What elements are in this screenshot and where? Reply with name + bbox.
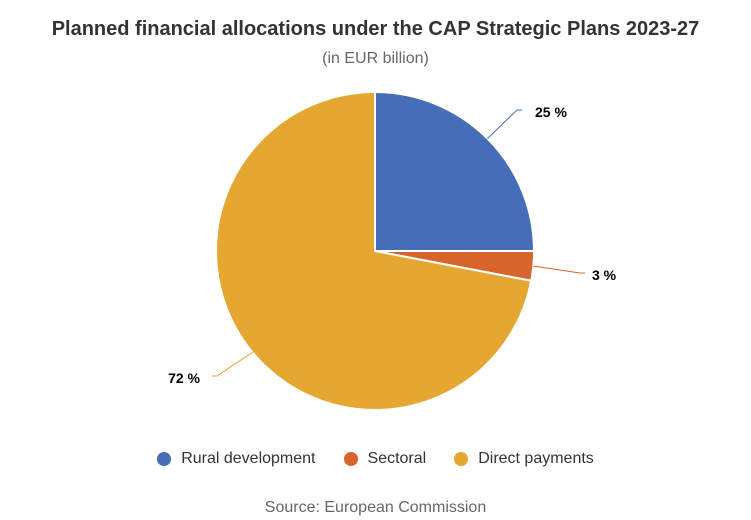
legend-rural-development-icon xyxy=(157,452,172,466)
data-label: 72 % xyxy=(168,370,200,386)
pie-slice-rural-development[interactable] xyxy=(374,91,535,252)
chart-title: Planned financial allocations under the … xyxy=(51,18,700,40)
chart-subtitle: (in EUR billion) xyxy=(322,50,429,67)
legend-direct-payments-icon xyxy=(454,452,469,466)
legend-label: Direct payments xyxy=(478,450,594,467)
legend-sectoral-icon xyxy=(343,452,358,466)
data-label-connector xyxy=(487,109,522,139)
data-label: 25 % xyxy=(535,104,567,120)
legend-label: Sectoral xyxy=(367,450,427,467)
data-label-connector xyxy=(533,265,585,274)
legend-item-rural-development[interactable]: Rural development xyxy=(157,450,316,468)
data-label: 3 % xyxy=(592,267,617,283)
data-label-connector xyxy=(212,351,253,377)
pie-slice-direct-payments[interactable] xyxy=(215,91,533,411)
legend-item-sectoral[interactable]: Sectoral xyxy=(343,450,427,468)
legend-label: Rural development xyxy=(181,450,316,467)
chart-source: Source: European Commission xyxy=(264,499,487,516)
chart-legend: Rural development Sectoral Direct paymen… xyxy=(0,450,751,468)
pie-chart: 25 % 3 % 72 % xyxy=(168,91,617,411)
legend-item-direct-payments[interactable]: Direct payments xyxy=(454,450,594,468)
